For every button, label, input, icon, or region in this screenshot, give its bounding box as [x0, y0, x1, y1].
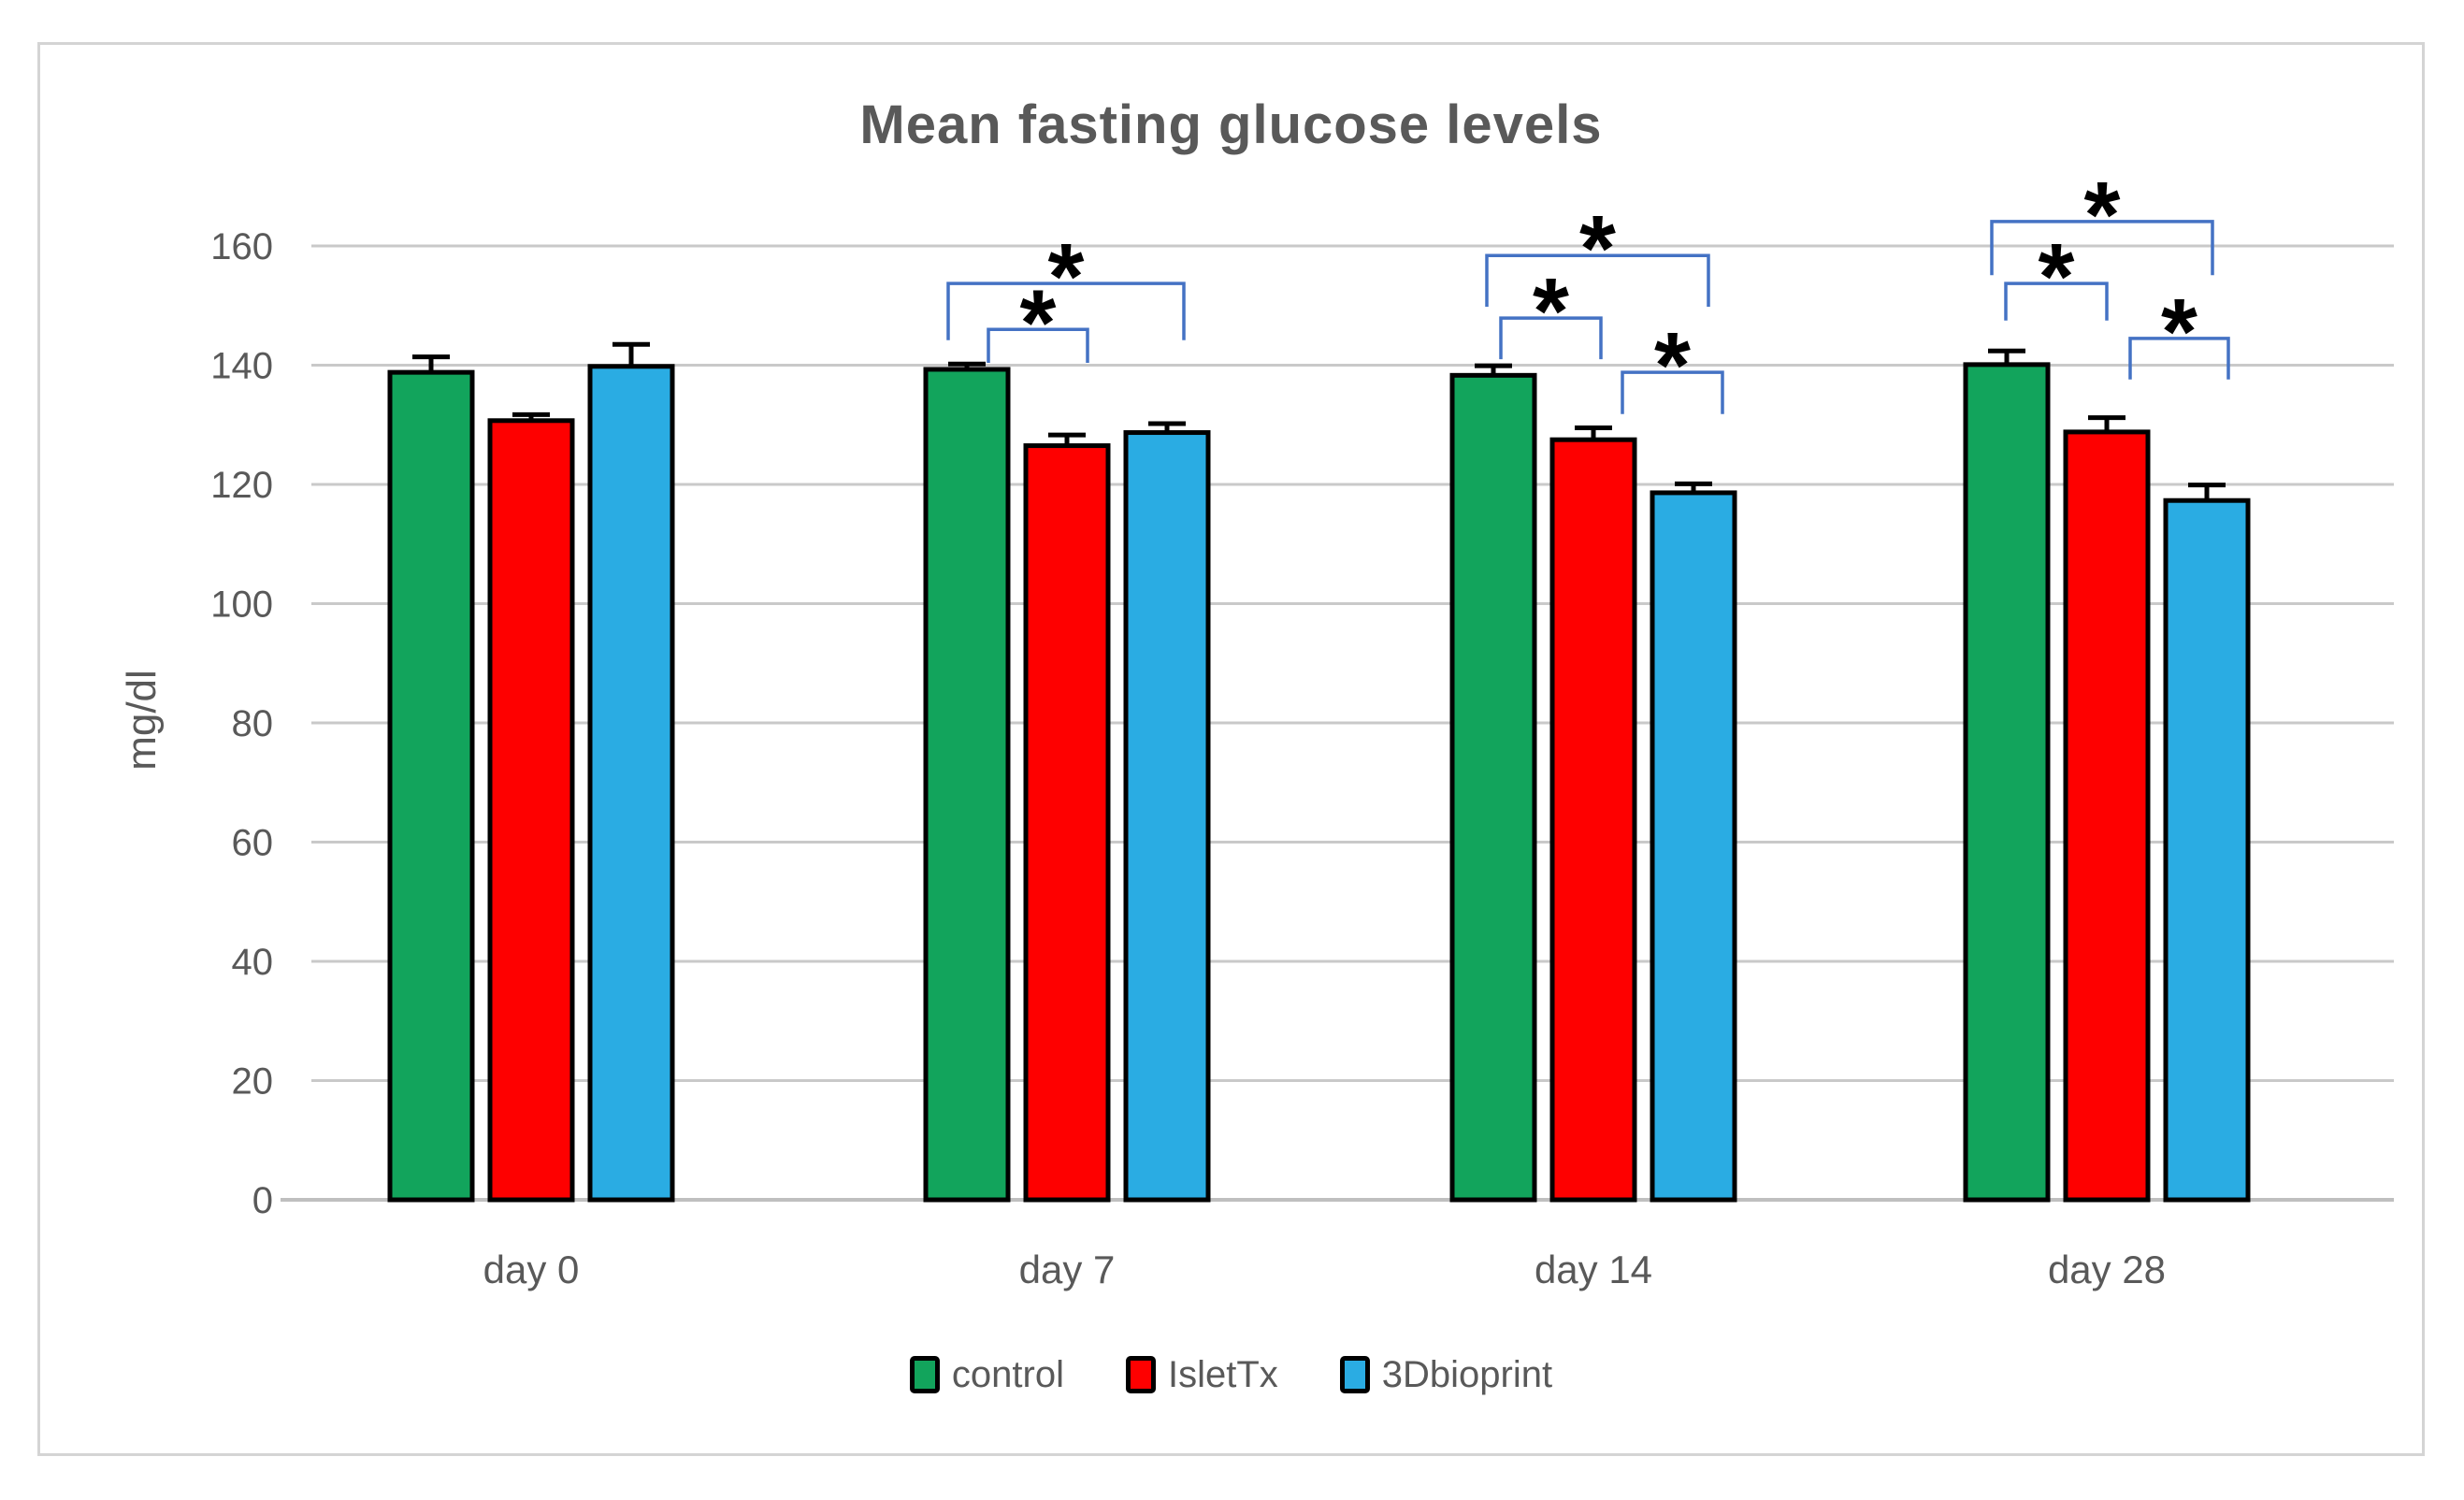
legend-label-3dbioprint: 3Dbioprint: [1381, 1353, 1553, 1395]
y-tick-label: 120: [210, 465, 273, 506]
significance-asterisk: *: [1579, 196, 1616, 301]
significance-bracket: [1485, 253, 1710, 308]
significance-bracket: [2128, 337, 2230, 380]
legend-label-control: control: [951, 1353, 1064, 1395]
bar-control-day0: [387, 369, 475, 1203]
y-tick-label: 80: [232, 703, 274, 744]
significance-asterisk: *: [1020, 270, 1057, 375]
x-category-label: day 28: [2048, 1248, 2166, 1291]
bar-islettx-day28: [2063, 429, 2151, 1203]
significance-asterisk: *: [2161, 280, 2197, 384]
legend-item-islettx: IsletTx: [1125, 1353, 1278, 1396]
y-axis-title: mg/dl: [119, 670, 165, 771]
significance-asterisk: *: [2084, 163, 2121, 267]
bar-3dbioprint-day14: [1650, 490, 1737, 1203]
legend-label-islettx: IsletTx: [1167, 1353, 1278, 1395]
significance-asterisk: *: [1048, 224, 1085, 329]
bar-control-day28: [1963, 362, 2051, 1203]
y-tick-label: 40: [232, 942, 274, 983]
bar-control-day14: [1449, 372, 1537, 1203]
significance-bracket: [946, 281, 1186, 340]
significance-bracket: [987, 327, 1089, 363]
bar-control-day7: [923, 367, 1011, 1203]
chart-title: Mean fasting glucose levels: [859, 94, 1603, 155]
y-tick-label: 20: [232, 1061, 274, 1103]
legend-swatch-islettx: [1125, 1356, 1156, 1393]
significance-bracket: [1990, 220, 2214, 276]
legend-item-3dbioprint: 3Dbioprint: [1339, 1353, 1553, 1396]
legend-swatch-3dbioprint: [1339, 1356, 1370, 1393]
bar-3dbioprint-day28: [2163, 498, 2251, 1203]
y-tick-label: 160: [210, 226, 273, 267]
y-tick-label: 140: [210, 346, 273, 387]
significance-asterisk: *: [2039, 224, 2075, 329]
y-tick-label: 0: [252, 1180, 273, 1221]
bar-islettx-day0: [487, 418, 575, 1203]
significance-asterisk: *: [1654, 313, 1691, 418]
bar-3dbioprint-day7: [1123, 430, 1211, 1203]
bar-3dbioprint-day0: [587, 364, 675, 1203]
legend-item-control: control: [909, 1353, 1064, 1396]
y-tick-label: 60: [232, 823, 274, 864]
legend-swatch-control: [909, 1356, 940, 1393]
legend: control IsletTx 3Dbioprint: [37, 1347, 2425, 1403]
x-category-label: day 14: [1535, 1248, 1652, 1291]
significance-bracket: [2004, 281, 2109, 321]
significance-bracket: [1499, 316, 1603, 360]
x-category-label: day 0: [483, 1248, 580, 1291]
bar-islettx-day14: [1549, 437, 1637, 1203]
significance-bracket: [1621, 370, 1724, 414]
y-tick-label: 100: [210, 584, 273, 626]
significance-asterisk: *: [1533, 259, 1569, 364]
x-category-label: day 7: [1019, 1248, 1116, 1291]
bar-islettx-day7: [1023, 443, 1111, 1203]
